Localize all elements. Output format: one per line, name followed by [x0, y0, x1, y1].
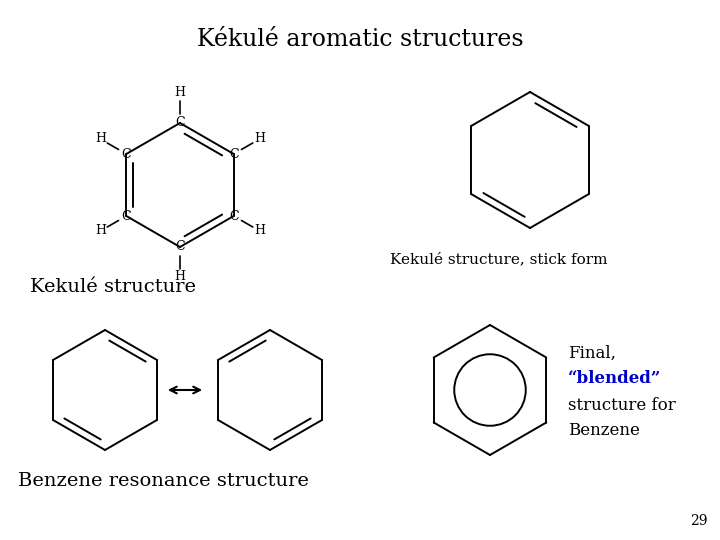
- Text: C: C: [229, 210, 238, 222]
- Text: 29: 29: [690, 514, 708, 528]
- Text: Final,: Final,: [568, 345, 616, 362]
- Text: structure for: structure for: [568, 397, 676, 414]
- Text: C: C: [122, 147, 131, 160]
- Text: H: H: [174, 271, 186, 284]
- Text: C: C: [175, 117, 185, 130]
- Text: H: H: [95, 132, 106, 145]
- Text: C: C: [175, 240, 185, 253]
- Text: H: H: [254, 132, 265, 145]
- Text: C: C: [229, 147, 238, 160]
- Text: Kekulé structure, stick form: Kekulé structure, stick form: [390, 252, 608, 266]
- Text: “blended”: “blended”: [568, 370, 662, 387]
- Text: Kekulé structure: Kekulé structure: [30, 278, 196, 296]
- Text: C: C: [122, 210, 131, 222]
- Text: Benzene: Benzene: [568, 422, 640, 439]
- Text: H: H: [174, 86, 186, 99]
- Text: H: H: [95, 225, 106, 238]
- Text: H: H: [254, 225, 265, 238]
- Text: Benzene resonance structure: Benzene resonance structure: [18, 472, 309, 490]
- Text: Kékulé aromatic structures: Kékulé aromatic structures: [197, 28, 523, 51]
